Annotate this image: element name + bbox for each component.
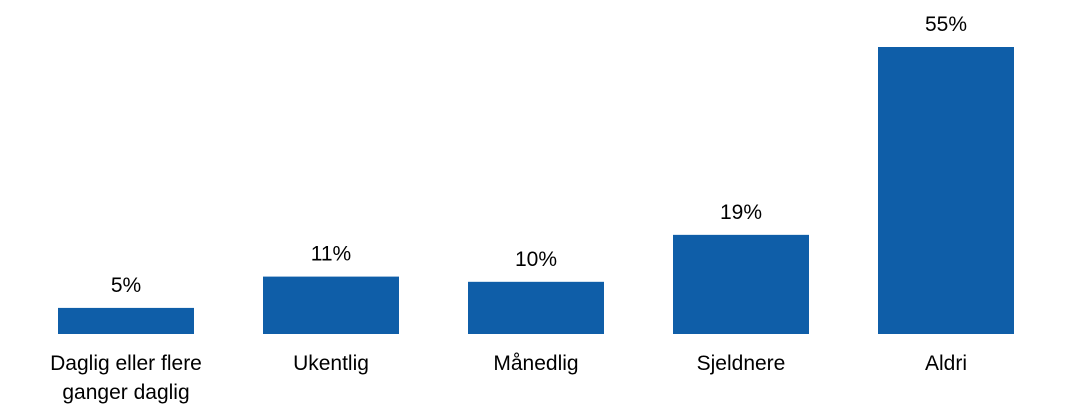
value-label-4: 55% [925,13,967,36]
category-label-line: Månedlig [493,352,578,375]
category-label-line: Ukentlig [293,352,369,375]
bar-0 [58,307,194,334]
value-label-1: 11% [311,243,351,266]
category-labels-group: Daglig eller flere ganger daglig Ukentlig M… [50,352,967,404]
value-label-2: 10% [515,248,557,271]
category-label-4: Aldri [925,352,967,375]
category-label-1: Ukentlig [293,352,369,375]
bar-2 [468,281,604,334]
category-label-line: Aldri [925,352,967,375]
bars-group [58,47,1014,334]
value-labels-group: 5% 11% 10% 19% 55% [111,13,967,297]
value-label-3: 19% [720,201,762,224]
category-label-line: Sjeldnere [697,352,786,375]
category-label-line: ganger daglig [62,381,189,404]
bar-1 [263,276,399,334]
value-label-0: 5% [111,274,141,297]
category-label-2: Månedlig [493,352,578,375]
bar-3 [673,234,809,334]
category-label-line: Daglig eller flere [50,352,202,375]
category-label-3: Sjeldnere [697,352,786,375]
category-label-0: Daglig eller flere ganger daglig [50,352,202,404]
bar-4 [878,47,1014,334]
